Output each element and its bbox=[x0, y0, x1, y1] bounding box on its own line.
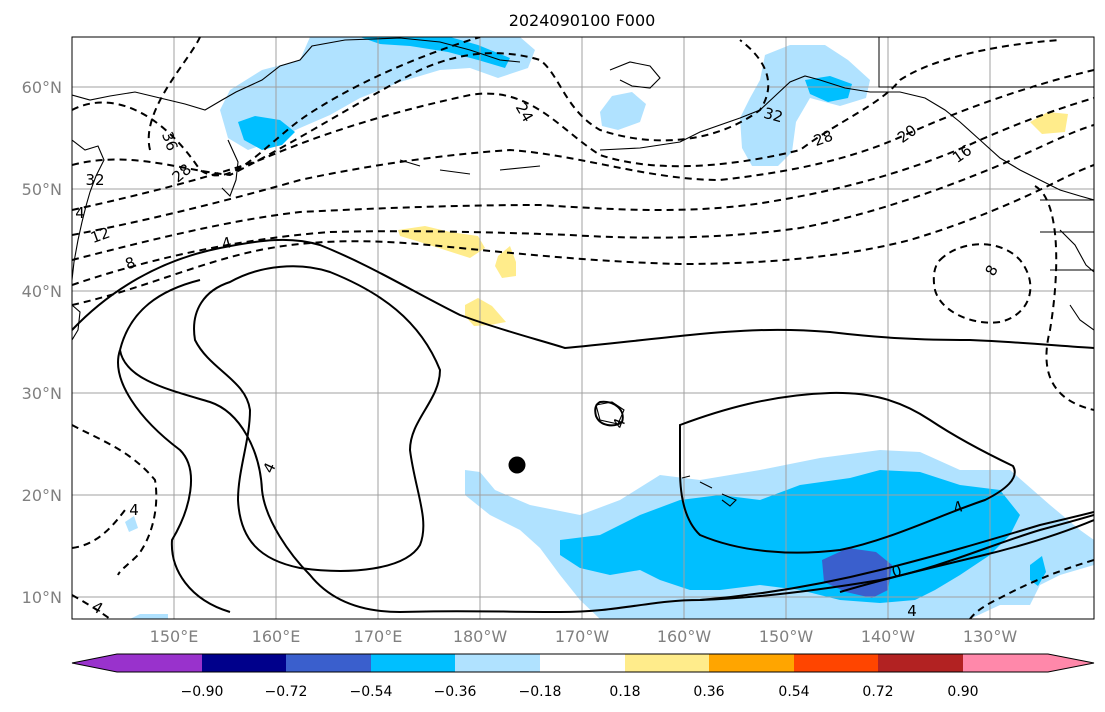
lon-label: 170°W bbox=[555, 627, 610, 646]
lat-label: 10°N bbox=[22, 588, 62, 607]
colorbar-cell bbox=[794, 654, 878, 672]
colorbar-cell bbox=[371, 654, 455, 672]
colorbar-label: −0.72 bbox=[265, 684, 308, 700]
negative-anomaly-region-kamchatka-inner bbox=[238, 116, 295, 150]
colorbar: −0.90 −0.72 −0.54 −0.36 −0.18 0.18 0.36 … bbox=[71, 653, 1095, 700]
lat-label: 30°N bbox=[22, 384, 62, 403]
colorbar-label: −0.54 bbox=[350, 684, 393, 700]
contour-label: 4 bbox=[907, 602, 917, 620]
location-marker bbox=[508, 456, 526, 474]
coastlines bbox=[72, 37, 1094, 507]
colorbar-label: 0.90 bbox=[947, 684, 978, 700]
contour-label: 4 bbox=[75, 204, 85, 222]
colorbar-cell bbox=[709, 654, 794, 672]
lon-label: 180°W bbox=[453, 627, 508, 646]
longitude-labels: 150°E 160°E 170°E 180°W 170°W 160°W 150°… bbox=[150, 627, 1018, 646]
positive-anomaly-region-1 bbox=[398, 226, 485, 258]
contour-label: 4 bbox=[220, 233, 234, 253]
colorbar-label: 0.18 bbox=[609, 684, 640, 700]
contour-label: 36 bbox=[158, 129, 181, 153]
contour-label: 32 bbox=[85, 171, 104, 189]
colorbar-label: −0.36 bbox=[434, 684, 477, 700]
colorbar-cell bbox=[878, 654, 963, 672]
contour-label: 28 bbox=[811, 127, 835, 150]
colorbar-cell bbox=[286, 654, 371, 672]
colorbar-outline bbox=[71, 653, 1095, 673]
lon-label: 140°W bbox=[861, 627, 916, 646]
lat-label: 50°N bbox=[22, 180, 62, 199]
colorbar-label: 0.72 bbox=[862, 684, 893, 700]
colorbar-label: −0.18 bbox=[519, 684, 562, 700]
lat-label: 40°N bbox=[22, 282, 62, 301]
colorbar-label: 0.54 bbox=[778, 684, 809, 700]
lon-label: 150°W bbox=[759, 627, 814, 646]
colorbar-label: −0.90 bbox=[181, 684, 224, 700]
negative-anomaly-region-small-north bbox=[600, 92, 646, 130]
colorbar-cell bbox=[72, 654, 202, 672]
contour-label: 12 bbox=[88, 224, 112, 247]
colorbar-labels: −0.90 −0.72 −0.54 −0.36 −0.18 0.18 0.36 … bbox=[181, 684, 979, 700]
negative-anomaly-region-bering-inner bbox=[360, 37, 510, 68]
negative-anomaly-region-alaska bbox=[740, 45, 870, 166]
contour-label: 0 bbox=[890, 561, 904, 581]
lon-label: 160°W bbox=[657, 627, 712, 646]
lon-label: 170°E bbox=[354, 627, 403, 646]
colorbar-cell bbox=[455, 654, 540, 672]
lon-label: 130°W bbox=[963, 627, 1018, 646]
negative-anomaly-region-small-east bbox=[1030, 556, 1046, 586]
colorbar-cell bbox=[540, 654, 625, 672]
colorbar-cell bbox=[963, 654, 1094, 672]
lat-label: 60°N bbox=[22, 78, 62, 97]
negative-anomaly-region-small-west bbox=[125, 516, 138, 532]
lat-label: 20°N bbox=[22, 486, 62, 505]
colorbar-label: 0.36 bbox=[693, 684, 724, 700]
colorbar-cell bbox=[625, 654, 709, 672]
positive-anomaly-region-2 bbox=[495, 246, 516, 278]
shaded-regions bbox=[125, 37, 1094, 619]
map-frame bbox=[71, 36, 1095, 620]
contour-label: 32 bbox=[762, 104, 785, 126]
colorbar-cells bbox=[71, 653, 1095, 673]
map-title: 2024090100 F000 bbox=[509, 11, 656, 30]
contour-label: 4 bbox=[129, 501, 139, 519]
negative-anomaly-region-kamchatka bbox=[220, 37, 535, 150]
positive-anomaly-region-4 bbox=[1030, 112, 1068, 134]
lon-label: 150°E bbox=[150, 627, 199, 646]
negative-anomaly-region-southwest bbox=[130, 614, 168, 619]
latitude-labels: 60°N 50°N 40°N 30°N 20°N 10°N bbox=[22, 78, 62, 607]
colorbar-cell bbox=[202, 654, 286, 672]
contour-lines bbox=[72, 37, 1094, 619]
negative-anomaly-region-tropical-inner bbox=[560, 470, 1020, 603]
positive-anomaly-region-3 bbox=[465, 298, 506, 326]
lon-label: 160°E bbox=[252, 627, 301, 646]
map-plot-area: 36 32 28 24 28 20 32 16 12 8 4 4 4 8 4 4… bbox=[72, 37, 1094, 620]
negative-anomaly-region-alaska-inner bbox=[805, 76, 852, 102]
